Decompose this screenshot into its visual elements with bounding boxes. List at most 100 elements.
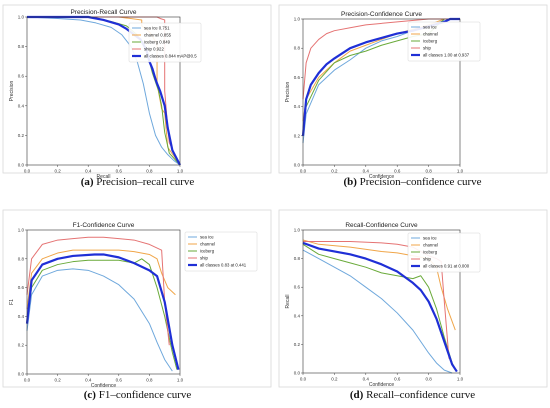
caption-b: (b) Precision–confidence curve [343,176,482,188]
x-tick-label: 0.2 [331,377,338,382]
x-axis-label: Confidence [369,174,395,180]
y-tick-label: 0.6 [294,285,301,290]
y-tick-label: 0.2 [18,133,25,138]
y-tick-label: 0.0 [18,372,25,377]
y-tick-label: 0.4 [18,103,25,108]
x-tick-label: 0.6 [116,378,123,383]
y-tick-label: 0.6 [18,74,25,79]
caption-c: (c) F1–confidence curve [83,389,192,401]
y-tick-label: 0.2 [18,343,25,348]
x-tick-label: 0.4 [85,169,92,174]
plot-area [26,229,181,375]
x-tick-label: 0.0 [300,377,307,382]
x-tick-label: 0.0 [300,169,307,174]
y-tick-label: 0.4 [294,313,301,318]
y-axis-label: Recall [285,295,291,309]
chart-title: Recall-Confidence Curve [345,222,418,229]
legend-label: all classes 1.00 at 0.937 [423,53,470,58]
y-tick-label: 1.0 [18,15,25,20]
chart-title: F1-Confidence Curve [73,222,135,229]
series-line-iceberg [26,258,178,370]
y-axis-label: F1 [9,299,15,305]
series-line-sea_ice [302,249,453,374]
y-tick-label: 0.8 [18,256,25,261]
series-line-channel [26,249,176,310]
panel-frame [2,209,272,388]
series-line-all [302,241,458,373]
y-tick-label: 0.8 [294,256,301,261]
series-line-sea_ice [26,268,173,372]
y-tick-label: 1.0 [294,17,301,22]
chart-panel-4: Recall-Confidence Curve 0.0 0.2 0.4 0.6 0.8 1.… [278,209,548,388]
y-tick-label: 0.8 [294,46,301,51]
y-tick-label: 0.0 [294,163,301,168]
legend-box [407,232,481,273]
x-tick-label: 1.0 [177,169,184,174]
x-tick-label: 1.0 [177,378,184,383]
y-axis-label: Precision [285,82,291,103]
x-tick-label: 0.0 [24,378,31,383]
y-tick-label: 0.6 [18,285,25,290]
x-axis-label: Recall [97,174,111,180]
x-tick-label: 0.2 [54,169,61,174]
x-tick-label: 0.6 [394,377,401,382]
y-tick-label: 0.0 [18,163,25,168]
caption-d: (d) Recall–confidence curve [349,389,476,401]
x-axis-label: Confidence [91,383,117,389]
y-tick-label: 0.6 [294,75,301,80]
panel-frame [278,4,548,174]
y-axis-label: Precision [9,81,15,102]
legend-label: all classes 0.844 mAP@0.5 [144,54,197,59]
legend-label: ship 0.922 [144,47,164,52]
y-tick-label: 0.8 [18,44,25,49]
plot-area [302,229,461,374]
legend-label: ship [423,46,431,51]
legend-label: all classes 0.83 at 0.441 [200,263,247,268]
panel-frame [2,4,272,174]
series-line-ship [26,236,170,346]
x-tick-label: 0.6 [116,169,123,174]
legend-label: iceberg [200,249,215,254]
legend-label: channel 0.855 [144,33,172,38]
chart-panel-3: F1-Confidence Curve 0.0 0.2 0.4 0.6 0.8 1.0 0.0… [2,209,272,389]
y-tick-label: 0.2 [294,133,301,138]
y-tick-label: 1.0 [294,228,301,233]
x-tick-label: 0.4 [363,377,370,382]
x-tick-label: 0.8 [146,378,153,383]
x-tick-label: 0.6 [394,169,401,174]
y-tick-label: 0.0 [294,371,301,376]
x-axis-label: Confidence [369,382,395,388]
y-tick-label: 0.4 [18,314,25,319]
chart-title: Precision-Recall Curve [70,9,136,16]
x-tick-label: 1.0 [457,377,464,382]
series-line-ship [302,18,460,100]
y-tick-label: 0.2 [294,342,301,347]
x-tick-label: 0.8 [425,377,432,382]
legend-label: channel [423,243,438,248]
legend-label: sea ice [423,25,437,30]
x-tick-label: 0.0 [24,169,31,174]
plot-area [26,16,181,166]
plot-area [302,18,461,166]
x-tick-label: 1.0 [457,169,464,174]
x-tick-label: 0.4 [363,169,370,174]
legend-label: iceberg [423,39,438,44]
chart-title: Precision-Confidence Curve [341,11,422,18]
legend-label: sea ice 0.751 [144,26,170,31]
legend-label: iceberg [423,250,438,255]
x-tick-label: 0.2 [331,169,338,174]
legend-box [184,231,258,272]
legend-label: sea ice [200,235,214,240]
x-tick-label: 0.2 [54,378,61,383]
x-tick-label: 0.4 [85,378,92,383]
legend-label: ship [423,257,431,262]
x-tick-label: 0.8 [425,169,432,174]
legend-label: channel [200,242,215,247]
legend-label: iceberg 0.849 [144,40,171,45]
legend-label: ship [200,256,208,261]
legend-label: channel [423,32,438,37]
x-tick-label: 0.8 [146,169,153,174]
legend-label: sea ice [423,236,437,241]
chart-panel-1: Precision-Recall Curve 0.0 0.2 0.4 0.6 0.8 1.0… [2,4,272,180]
